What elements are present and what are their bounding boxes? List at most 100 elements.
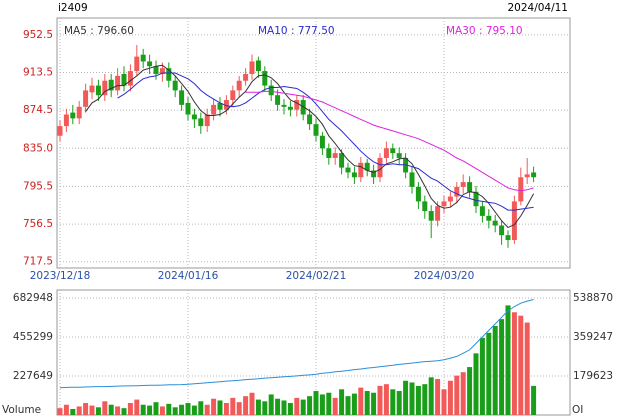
candle-body bbox=[319, 135, 325, 149]
volume-bar bbox=[166, 403, 172, 415]
volume-bar bbox=[518, 315, 524, 415]
candle-body bbox=[95, 85, 101, 96]
volume-bar bbox=[441, 389, 447, 415]
volume-bar bbox=[505, 305, 511, 415]
volume-bar bbox=[70, 409, 76, 415]
volume-bar bbox=[358, 387, 364, 415]
candle-body bbox=[115, 75, 121, 91]
candle-body bbox=[147, 61, 153, 67]
y-tick-label: 835.0 bbox=[23, 142, 53, 154]
volume-bar bbox=[147, 405, 153, 415]
volume-bar bbox=[95, 407, 101, 415]
candle-body bbox=[166, 68, 172, 81]
candle-body bbox=[467, 182, 473, 192]
volume-bar bbox=[230, 397, 236, 415]
volume-bar bbox=[275, 398, 281, 415]
candle-body bbox=[191, 114, 197, 120]
x-tick-label: 2024/03/20 bbox=[414, 270, 475, 282]
volume-bar bbox=[268, 394, 274, 415]
chart-title: i2409 bbox=[58, 2, 88, 14]
volume-bar bbox=[102, 401, 108, 415]
candle-body bbox=[371, 170, 377, 178]
candle-body bbox=[409, 172, 415, 187]
volume-bar bbox=[403, 380, 409, 415]
y2-tick-label: 538870 bbox=[573, 292, 613, 304]
y-tick-label: 952.5 bbox=[23, 29, 53, 41]
y2-tick-label: 179623 bbox=[573, 370, 613, 382]
candle-body bbox=[172, 80, 178, 91]
volume-bar bbox=[127, 403, 133, 415]
candle-body bbox=[102, 80, 108, 96]
candle-body bbox=[460, 182, 466, 187]
candle-body bbox=[326, 148, 332, 158]
candle-body bbox=[217, 102, 223, 110]
volume-bar bbox=[422, 384, 428, 415]
candle-body bbox=[499, 225, 505, 236]
candle-body bbox=[243, 73, 249, 81]
volume-bar bbox=[307, 396, 313, 415]
y-tick-label: 717.5 bbox=[23, 256, 53, 268]
candle-body bbox=[313, 124, 319, 136]
candle-body bbox=[275, 95, 281, 105]
candle-body bbox=[198, 118, 204, 127]
candle-body bbox=[505, 235, 511, 241]
candle-body bbox=[307, 114, 313, 125]
volume-bar bbox=[281, 400, 287, 415]
candle-body bbox=[134, 56, 140, 72]
volume-bar bbox=[217, 400, 223, 415]
candle-body bbox=[332, 153, 338, 158]
volume-bar bbox=[326, 392, 332, 415]
candle-body bbox=[524, 174, 530, 178]
y-tick-label: 227649 bbox=[13, 370, 53, 382]
candle-body bbox=[441, 201, 447, 207]
volume-bar bbox=[255, 399, 261, 415]
volume-bar bbox=[211, 398, 217, 415]
ma-line bbox=[85, 64, 535, 229]
candle-body bbox=[121, 73, 127, 86]
volume-bar bbox=[236, 402, 242, 415]
candle-body bbox=[262, 71, 268, 86]
volume-bar bbox=[531, 385, 537, 415]
candle-body bbox=[345, 167, 351, 173]
volume-bar bbox=[204, 404, 210, 415]
candle-body bbox=[83, 90, 89, 107]
volume-bar bbox=[447, 380, 453, 415]
volume-bar bbox=[371, 392, 377, 415]
volume-bar bbox=[460, 372, 466, 415]
candle-body bbox=[486, 215, 492, 221]
volume-bar bbox=[121, 408, 127, 415]
candle-body bbox=[531, 172, 537, 178]
candle-body bbox=[479, 206, 485, 216]
volume-bar bbox=[198, 401, 204, 415]
candle-body bbox=[492, 220, 498, 226]
candle-body bbox=[63, 114, 69, 127]
candle-body bbox=[447, 196, 453, 202]
volume-bar bbox=[492, 325, 498, 415]
volume-bar bbox=[377, 385, 383, 415]
candle-body bbox=[364, 162, 370, 171]
volume-bar bbox=[396, 391, 402, 415]
volume-bar bbox=[63, 404, 69, 415]
volume-bar bbox=[473, 353, 479, 415]
volume-bar bbox=[108, 404, 114, 415]
candle-body bbox=[377, 157, 383, 178]
candle-body bbox=[76, 106, 82, 119]
candle-body bbox=[211, 104, 217, 115]
legend-entry: MA5 : 796.60 bbox=[64, 25, 134, 37]
volume-bar bbox=[89, 405, 95, 415]
oi-label: OI bbox=[572, 404, 583, 416]
volume-bar bbox=[300, 399, 306, 415]
volume-bar bbox=[57, 408, 63, 415]
candle-body bbox=[57, 126, 63, 136]
candle-body bbox=[159, 68, 165, 74]
ma-line bbox=[245, 90, 534, 192]
legend-entry: MA30 : 795.10 bbox=[446, 25, 523, 37]
volume-bar bbox=[345, 396, 351, 415]
volume-bar bbox=[223, 403, 229, 415]
volume-bar bbox=[179, 404, 185, 415]
volume-bar bbox=[454, 375, 460, 415]
volume-bar bbox=[486, 332, 492, 415]
volume-bar bbox=[294, 397, 300, 415]
candle-body bbox=[518, 177, 524, 202]
